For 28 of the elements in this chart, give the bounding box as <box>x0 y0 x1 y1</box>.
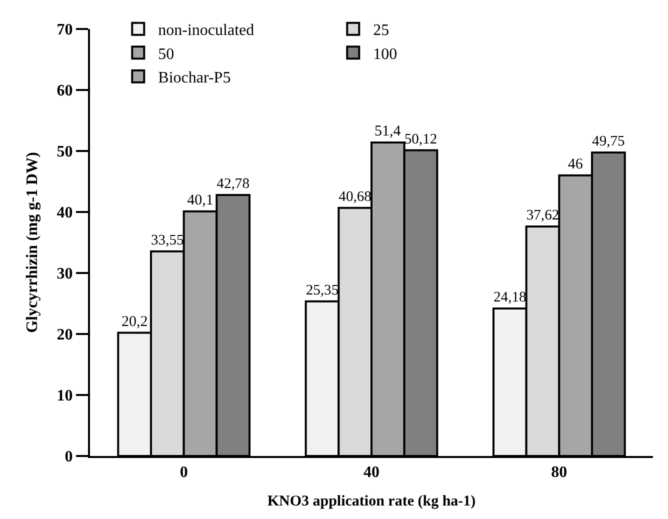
y-tick-label: 50 <box>56 144 73 161</box>
x-tick-label: 80 <box>551 464 568 482</box>
legend-label: 50 <box>158 46 174 63</box>
y-tick-label: 10 <box>56 388 73 405</box>
y-tick-label: 60 <box>56 82 73 100</box>
data-label: 40,1 <box>187 192 214 208</box>
data-label: 46 <box>568 156 584 172</box>
y-tick-label: 70 <box>56 22 73 39</box>
y-tick-label: 20 <box>56 326 73 344</box>
legend-label: 25 <box>373 22 390 40</box>
x-tick-label: 0 <box>180 464 188 482</box>
data-label: 24,18 <box>493 290 526 306</box>
legend-label: 100 <box>373 46 398 63</box>
data-label: 40,68 <box>338 188 372 205</box>
y-axis-title: Glycyrrhizin (mg g-1 DW) <box>24 152 42 333</box>
legend-label: Biochar-P5 <box>158 70 231 87</box>
data-label: 51,4 <box>374 123 402 140</box>
y-tick-label: 0 <box>64 448 73 466</box>
data-label: 33,55 <box>151 232 184 248</box>
y-tick-label: 30 <box>56 266 73 283</box>
data-label: 50,12 <box>404 131 438 148</box>
y-tick-label: 40 <box>56 204 73 222</box>
data-label: 49,75 <box>592 134 625 150</box>
data-label: 20,2 <box>121 314 148 330</box>
data-label: 42,78 <box>216 176 250 192</box>
x-axis-title: KNO3 application rate (kg ha-1) <box>267 494 476 510</box>
legend-label: non-inoculated <box>158 22 254 40</box>
x-tick-label: 40 <box>364 464 380 482</box>
